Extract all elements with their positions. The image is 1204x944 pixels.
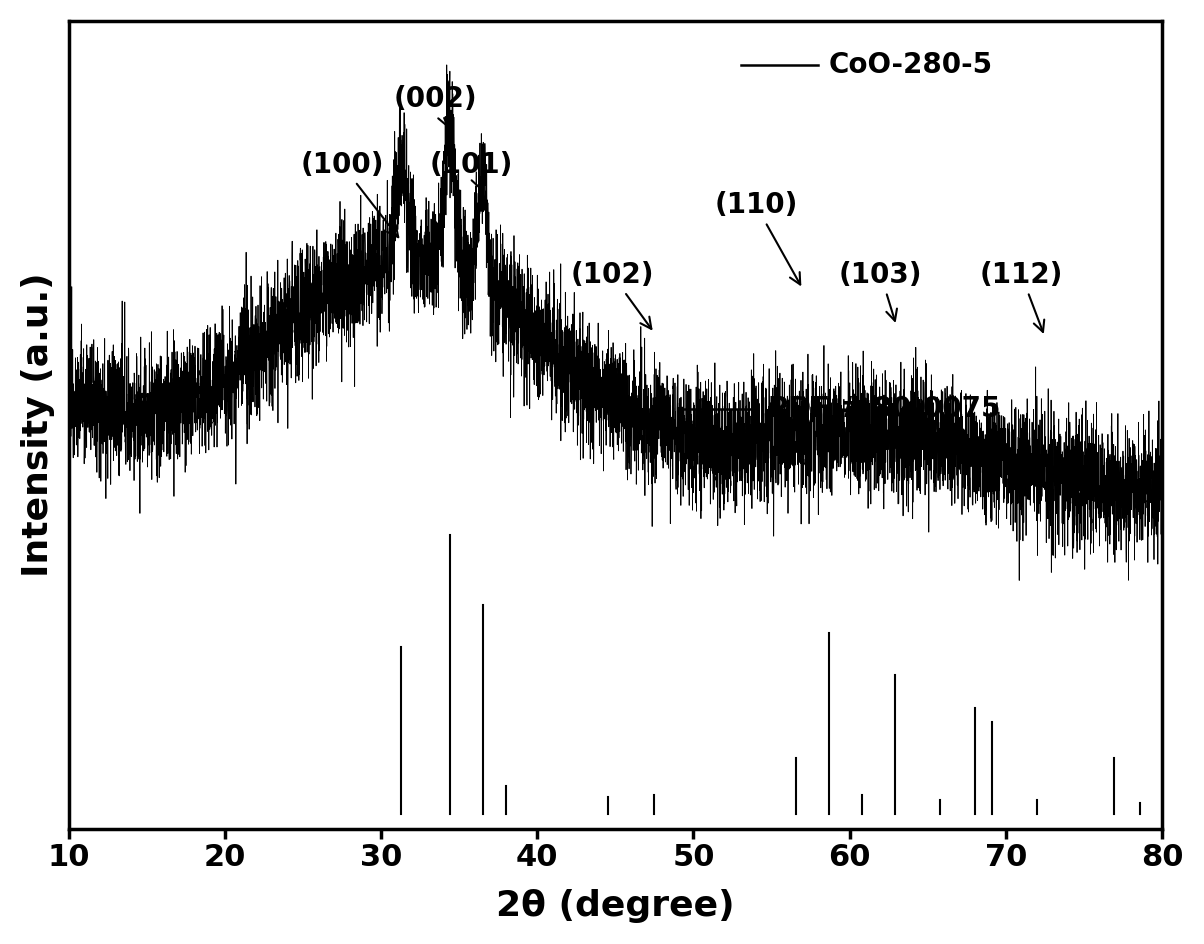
Text: (101): (101) (430, 151, 513, 189)
Text: CoO-280-5: CoO-280-5 (828, 51, 992, 79)
Text: (110): (110) (714, 192, 801, 284)
Text: (112): (112) (980, 261, 1063, 332)
X-axis label: 2θ (degree): 2θ (degree) (496, 889, 734, 923)
Text: (103): (103) (839, 261, 922, 321)
Text: (100): (100) (300, 151, 399, 237)
Y-axis label: Intensity (a.u.): Intensity (a.u.) (20, 273, 55, 577)
Text: (102): (102) (571, 261, 654, 329)
Text: (002): (002) (394, 85, 478, 126)
Text: PDF # 80-0075: PDF # 80-0075 (768, 395, 1001, 423)
